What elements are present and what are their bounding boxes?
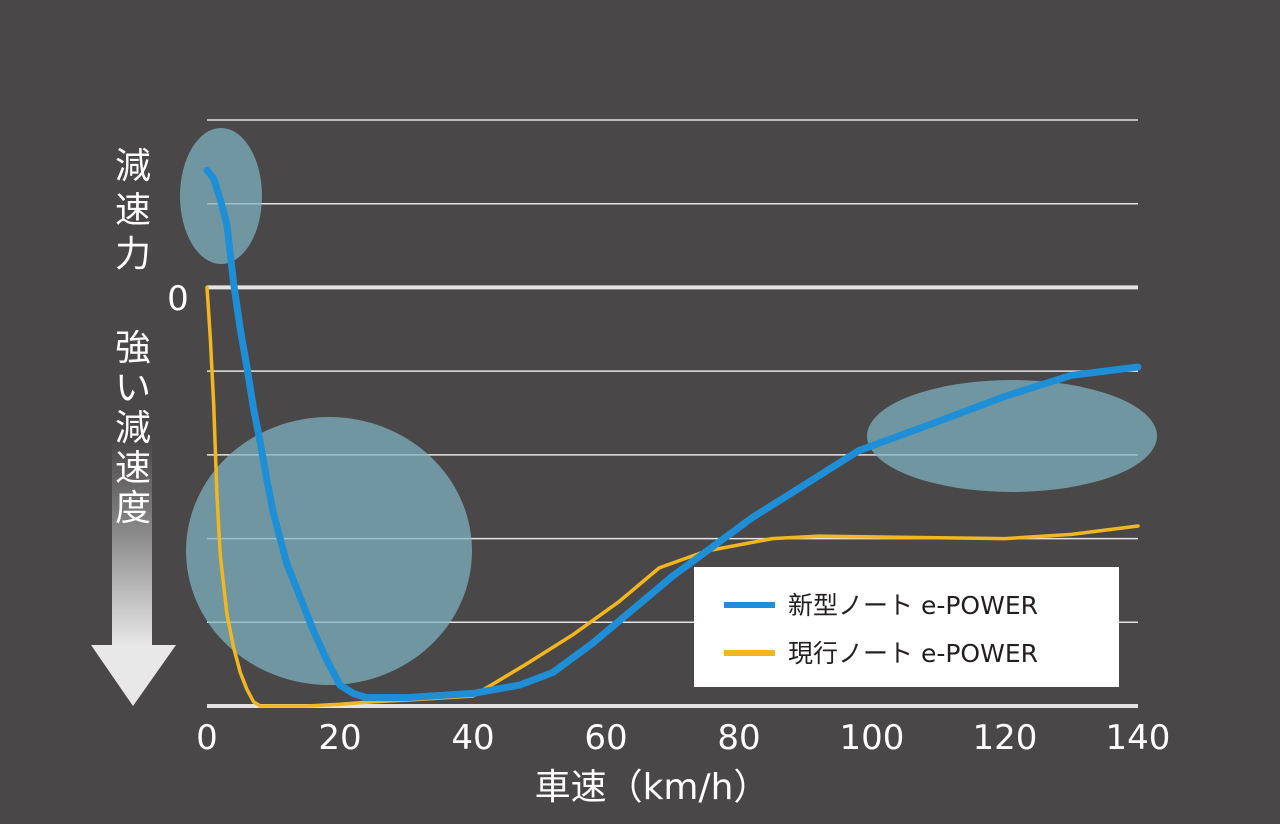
legend-label-new: 新型ノート e-POWER [788, 591, 1038, 620]
x-tick-label: 140 [1106, 718, 1171, 758]
highlight-regions [180, 128, 1157, 685]
y-axis-label-bottom: 強い減速度 [115, 328, 151, 529]
x-tick-label: 80 [717, 718, 760, 758]
legend: 新型ノート e-POWER 現行ノート e-POWER [694, 567, 1119, 687]
highlight-low-speed-bottom [186, 417, 472, 685]
series-line-new [203, 166, 1142, 702]
down-arrow-icon [91, 440, 176, 706]
x-tick-label: 120 [973, 718, 1038, 758]
x-axis-label: 車速（km/h） [535, 767, 770, 808]
x-tick-label: 100 [840, 718, 905, 758]
x-tick-label: 40 [451, 718, 494, 758]
x-tick-label: 20 [318, 718, 361, 758]
legend-label-current: 現行ノート e-POWER [788, 639, 1038, 668]
x-tick-label: 60 [584, 718, 627, 758]
x-tick-label: 0 [196, 718, 218, 758]
highlight-high-speed [867, 380, 1157, 492]
series-lines [203, 166, 1142, 708]
y-axis-label-top: 減速力 [115, 146, 151, 275]
legend-box [694, 567, 1119, 687]
series-line-current [205, 285, 1140, 708]
y-zero-label: 0 [167, 279, 189, 319]
x-tick-labels: 0 20 40 60 80 100 120 140 [196, 718, 1170, 758]
